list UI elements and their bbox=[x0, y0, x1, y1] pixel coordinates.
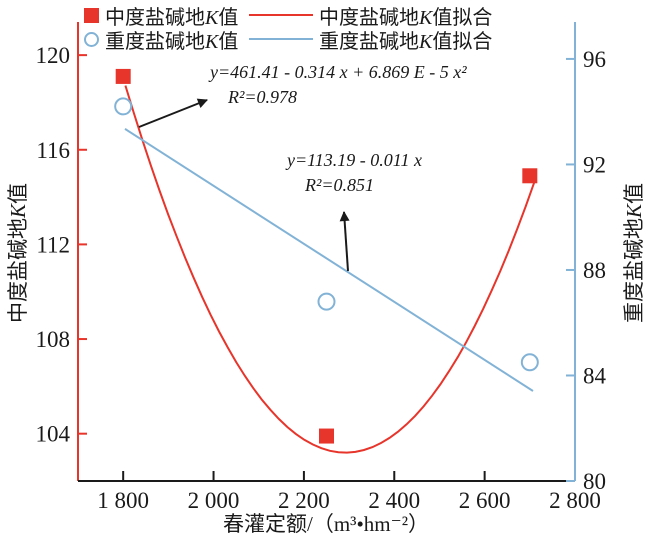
r-squared-text: R²=0.978 bbox=[228, 87, 298, 107]
left-tick-label: 112 bbox=[36, 232, 70, 257]
square-marker-icon bbox=[84, 7, 99, 23]
fit-line-quadratic bbox=[124, 85, 536, 454]
x-tick-label: 2 200 bbox=[278, 488, 330, 513]
left-tick-label: 104 bbox=[36, 422, 71, 447]
right-tick-label: 88 bbox=[583, 258, 606, 283]
legend: 中度盐碱地K值 中度盐碱地K值拟合重度盐碱地K值 重度盐碱地K值拟合 bbox=[84, 1, 492, 54]
left-tick-label: 108 bbox=[36, 327, 71, 352]
data-point-circle bbox=[317, 292, 336, 311]
data-point-circle bbox=[114, 97, 133, 116]
left-tick-label: 116 bbox=[36, 138, 70, 163]
right-tick-label: 84 bbox=[583, 363, 607, 388]
data-point-circle bbox=[520, 353, 539, 372]
legend-item: 中度盐碱地K值 bbox=[84, 1, 247, 30]
legend-item: 重度盐碱地K值 bbox=[84, 25, 247, 54]
x-axis-title: 春灌定额/（m³•hm⁻²） bbox=[222, 512, 430, 536]
line-marker-icon bbox=[249, 38, 313, 40]
legend-label: 重度盐碱地K值 bbox=[105, 30, 239, 53]
right-tick-label: 92 bbox=[583, 152, 606, 177]
right-tick-label: 96 bbox=[583, 47, 606, 72]
legend-label: 重度盐碱地K值拟合 bbox=[319, 30, 493, 53]
legend-label: 中度盐碱地K值 bbox=[105, 6, 239, 29]
data-point-square bbox=[319, 428, 334, 444]
x-tick-label: 1 800 bbox=[97, 488, 149, 513]
legend-label: 中度盐碱地K值拟合 bbox=[319, 6, 493, 29]
equation-text: y=113.19 - 0.011 x bbox=[287, 150, 422, 170]
data-point-square bbox=[522, 168, 538, 184]
left-tick-label: 120 bbox=[36, 43, 71, 68]
fit-equation-annotation: y=113.19 - 0.011 x R²=0.851 bbox=[287, 148, 422, 198]
x-tick-label: 2 400 bbox=[368, 488, 420, 513]
circle-marker-icon bbox=[84, 31, 99, 47]
fit-equation-annotation: y=461.41 - 0.314 x + 6.869 E - 5 x² R²=0.… bbox=[210, 60, 467, 110]
legend-item: 中度盐碱地K值拟合 bbox=[249, 1, 492, 30]
annotation-arrow bbox=[339, 211, 350, 272]
left-axis-title: 中度盐碱地K值 bbox=[6, 182, 30, 324]
legend-item: 重度盐碱地K值拟合 bbox=[249, 25, 492, 54]
r-squared-text: R²=0.851 bbox=[305, 175, 375, 195]
annotation-arrow bbox=[138, 98, 208, 128]
x-tick-label: 2 000 bbox=[188, 488, 240, 513]
right-axis-title: 重度盐碱地K值 bbox=[622, 182, 646, 324]
equation-text: y=461.41 - 0.314 x + 6.869 E - 5 x² bbox=[210, 62, 467, 82]
line-marker-icon bbox=[249, 14, 313, 16]
fit-line-linear bbox=[124, 128, 534, 392]
x-tick-label: 2 600 bbox=[459, 488, 511, 513]
right-tick-label: 80 bbox=[583, 469, 606, 494]
data-point-square bbox=[115, 68, 131, 84]
x-tick-label: 2 800 bbox=[549, 488, 601, 513]
